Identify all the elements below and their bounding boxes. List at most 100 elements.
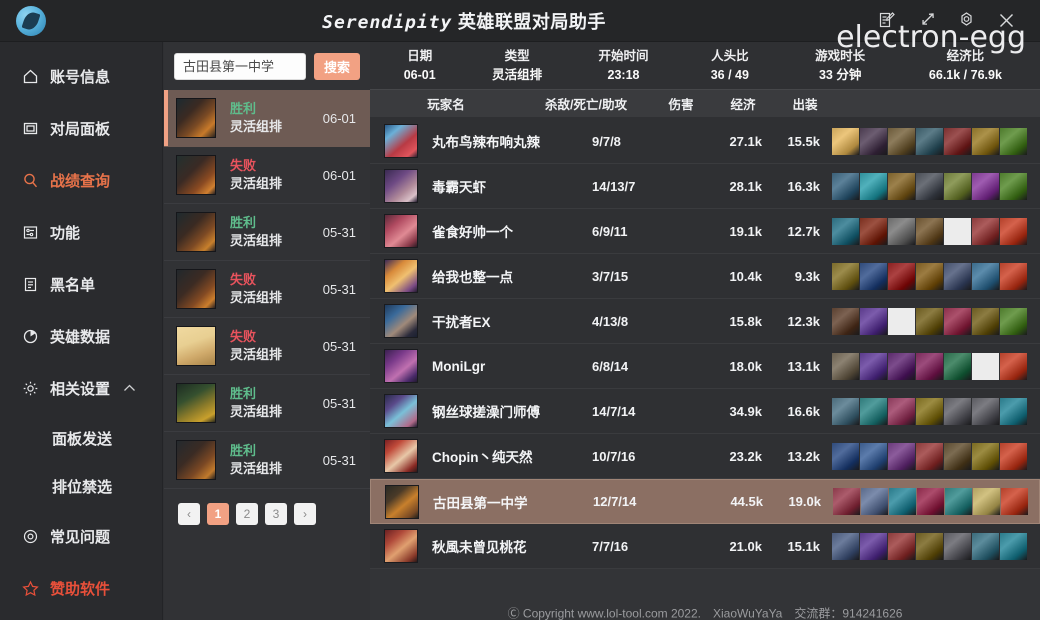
item-icon[interactable] [860,532,887,560]
item-icon[interactable] [832,127,859,155]
table-row[interactable]: 干扰者EX 4/13/8 15.8k 12.3k [370,299,1040,344]
search-button[interactable]: 搜索 [314,52,360,80]
item-icon[interactable] [944,532,971,560]
minimize-icon[interactable] [906,0,946,42]
table-row[interactable]: 毒霸天虾 14/13/7 28.1k 16.3k [370,164,1040,209]
item-icon[interactable] [1000,172,1027,200]
item-icon[interactable] [860,307,887,335]
item-slot-empty[interactable] [888,307,915,335]
item-icon[interactable] [972,307,999,335]
pagination-page-3[interactable]: 3 [265,503,287,525]
sidebar-item-faq[interactable]: 常见问题 [0,510,162,562]
item-icon[interactable] [860,127,887,155]
item-icon[interactable] [944,262,971,290]
item-icon[interactable] [916,397,943,425]
sidebar-item-match-history[interactable]: 战绩查询 [0,154,162,206]
item-icon[interactable] [1000,127,1027,155]
item-icon[interactable] [1000,217,1027,245]
sidebar-item-match-panel[interactable]: 对局面板 [0,102,162,154]
item-icon[interactable] [860,352,887,380]
pagination-page-2[interactable]: 2 [236,503,258,525]
item-icon[interactable] [944,352,971,380]
match-list-item[interactable]: 失败 灵活组排 05-31 [164,318,370,375]
item-icon[interactable] [944,172,971,200]
settings-icon[interactable] [946,0,986,42]
sidebar-item-functions[interactable]: 功能 [0,206,162,258]
item-icon[interactable] [1000,442,1027,470]
item-icon[interactable] [860,262,887,290]
search-input[interactable]: 古田县第一中学 [174,52,306,80]
item-icon[interactable] [832,217,859,245]
item-icon[interactable] [945,488,972,515]
table-row[interactable]: Chopin丶纯天然 10/7/16 23.2k 13.2k [370,434,1040,479]
table-row[interactable]: 钢丝球搓澡门师傅 14/7/14 34.9k 16.6k [370,389,1040,434]
close-icon[interactable] [986,0,1026,42]
item-icon[interactable] [1000,307,1027,335]
item-icon[interactable] [832,307,859,335]
item-icon[interactable] [916,532,943,560]
sidebar-item-champion-data[interactable]: 英雄数据 [0,310,162,362]
item-icon[interactable] [860,442,887,470]
item-icon[interactable] [916,307,943,335]
item-icon[interactable] [832,172,859,200]
sidebar-item-sponsor[interactable]: 赞助软件 [0,562,162,614]
match-list-item[interactable]: 胜利 灵活组排 05-31 [164,432,370,489]
item-icon[interactable] [888,262,915,290]
table-row[interactable]: 给我也整一点 3/7/15 10.4k 9.3k [370,254,1040,299]
pagination-page-1[interactable]: 1 [207,503,229,525]
item-icon[interactable] [1000,532,1027,560]
item-icon[interactable] [973,488,1000,515]
item-icon[interactable] [1001,488,1028,515]
item-icon[interactable] [888,532,915,560]
item-icon[interactable] [1000,262,1027,290]
item-icon[interactable] [832,397,859,425]
item-slot-empty[interactable] [944,217,971,245]
item-icon[interactable] [944,397,971,425]
item-icon[interactable] [888,352,915,380]
item-icon[interactable] [972,397,999,425]
item-icon[interactable] [916,127,943,155]
item-icon[interactable] [972,217,999,245]
match-list-item[interactable]: 失败 灵活组排 06-01 [164,147,370,204]
sidebar-item-panel-send[interactable]: 面板发送 [0,414,162,462]
table-row[interactable]: 古田县第一中学 12/7/14 44.5k 19.0k [370,479,1040,524]
item-icon[interactable] [833,488,860,515]
match-list-item[interactable]: 胜利 灵活组排 05-31 [164,204,370,261]
item-icon[interactable] [916,442,943,470]
sidebar-item-settings[interactable]: 相关设置 [0,362,162,414]
item-icon[interactable] [1000,397,1027,425]
item-icon[interactable] [916,262,943,290]
item-icon[interactable] [832,442,859,470]
item-icon[interactable] [972,127,999,155]
note-icon[interactable] [866,0,906,42]
item-icon[interactable] [888,397,915,425]
table-row[interactable]: MoniLgr 6/8/14 18.0k 13.1k [370,344,1040,389]
item-icon[interactable] [944,307,971,335]
item-icon[interactable] [972,172,999,200]
pagination-next[interactable]: › [294,503,316,525]
sidebar-item-blacklist[interactable]: 黑名单 [0,258,162,310]
item-icon[interactable] [917,488,944,515]
match-list-item[interactable]: 失败 灵活组排 05-31 [164,261,370,318]
item-icon[interactable] [832,532,859,560]
item-icon[interactable] [888,442,915,470]
table-row[interactable]: 雀食好帅一个 6/9/11 19.1k 12.7k [370,209,1040,254]
match-list-item[interactable]: 胜利 灵活组排 06-01 [164,90,370,147]
item-icon[interactable] [888,127,915,155]
item-icon[interactable] [860,217,887,245]
item-icon[interactable] [860,172,887,200]
item-icon[interactable] [832,262,859,290]
item-icon[interactable] [916,217,943,245]
item-icon[interactable] [972,262,999,290]
item-icon[interactable] [888,172,915,200]
item-icon[interactable] [944,127,971,155]
item-icon[interactable] [888,217,915,245]
item-slot-empty[interactable] [972,352,999,380]
sidebar-item-rank-ban[interactable]: 排位禁选 [0,462,162,510]
item-icon[interactable] [972,532,999,560]
item-icon[interactable] [832,352,859,380]
item-icon[interactable] [916,352,943,380]
item-icon[interactable] [916,172,943,200]
table-row[interactable]: 丸布鸟辣布响丸辣 9/7/8 27.1k 15.5k [370,119,1040,164]
sidebar-item-account[interactable]: 账号信息 [0,50,162,102]
